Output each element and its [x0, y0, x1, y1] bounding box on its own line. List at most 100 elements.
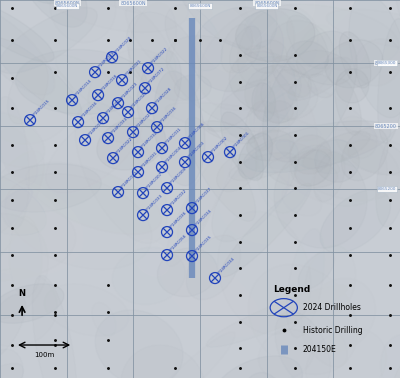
Ellipse shape: [142, 332, 235, 378]
Ellipse shape: [229, 153, 296, 180]
Ellipse shape: [0, 199, 76, 280]
Ellipse shape: [0, 349, 23, 378]
Ellipse shape: [154, 71, 205, 186]
Ellipse shape: [206, 285, 347, 347]
Ellipse shape: [212, 139, 299, 242]
Ellipse shape: [110, 0, 149, 76]
Ellipse shape: [244, 121, 391, 173]
Ellipse shape: [55, 55, 144, 126]
Ellipse shape: [0, 294, 26, 360]
Ellipse shape: [221, 24, 253, 73]
Text: LP24RC017: LP24RC017: [87, 119, 106, 138]
Ellipse shape: [314, 152, 345, 201]
Text: LP24RC022: LP24RC022: [150, 47, 169, 66]
Text: LP24RC019: LP24RC019: [97, 51, 116, 70]
Ellipse shape: [378, 19, 400, 143]
Ellipse shape: [294, 150, 331, 186]
Ellipse shape: [246, 0, 315, 37]
Ellipse shape: [0, 187, 32, 241]
Ellipse shape: [304, 315, 397, 378]
Ellipse shape: [0, 151, 44, 287]
Text: LP24RC003: LP24RC003: [186, 141, 206, 160]
Text: LP24RC056: LP24RC056: [168, 234, 188, 253]
Ellipse shape: [261, 70, 318, 119]
Ellipse shape: [270, 20, 334, 78]
Ellipse shape: [208, 80, 271, 132]
Ellipse shape: [287, 15, 328, 69]
Ellipse shape: [0, 112, 45, 167]
Text: LP24RC018: LP24RC018: [100, 74, 119, 93]
Ellipse shape: [250, 40, 287, 73]
Text: Legend: Legend: [273, 285, 310, 294]
Ellipse shape: [245, 0, 361, 68]
Ellipse shape: [245, 65, 310, 122]
Text: LP24RC028: LP24RC028: [154, 87, 173, 106]
Ellipse shape: [199, 4, 318, 110]
Ellipse shape: [8, 60, 48, 124]
Ellipse shape: [94, 282, 150, 338]
Text: 8065600N: 8065600N: [56, 4, 78, 8]
Ellipse shape: [275, 311, 330, 378]
Text: LP24RC033: LP24RC033: [110, 117, 129, 136]
Ellipse shape: [32, 275, 77, 378]
Ellipse shape: [202, 121, 255, 144]
Text: LP24RC037: LP24RC037: [194, 187, 213, 206]
Text: LP24RC016: LP24RC016: [80, 101, 99, 120]
Ellipse shape: [246, 101, 279, 151]
Ellipse shape: [174, 37, 263, 127]
Text: 8065600N: 8065600N: [256, 4, 278, 8]
Ellipse shape: [160, 253, 260, 337]
Ellipse shape: [335, 79, 361, 135]
Ellipse shape: [174, 75, 211, 101]
Ellipse shape: [325, 40, 383, 88]
Ellipse shape: [182, 365, 257, 378]
Text: LP24RC016: LP24RC016: [158, 106, 178, 125]
Ellipse shape: [133, 240, 170, 276]
Ellipse shape: [298, 251, 334, 289]
Ellipse shape: [308, 74, 334, 98]
Ellipse shape: [380, 335, 400, 378]
Ellipse shape: [336, 69, 369, 103]
Text: LP24RC002: LP24RC002: [210, 136, 229, 155]
Ellipse shape: [95, 310, 183, 378]
Text: LP24RC035: LP24RC035: [194, 235, 213, 254]
Ellipse shape: [92, 0, 212, 20]
Text: LP24RC011: LP24RC011: [105, 97, 124, 116]
Text: 8065600N: 8065600N: [189, 4, 211, 8]
Ellipse shape: [288, 57, 351, 101]
Text: LP24RC034: LP24RC034: [194, 209, 213, 228]
Ellipse shape: [0, 0, 54, 62]
Ellipse shape: [305, 245, 356, 317]
Ellipse shape: [17, 0, 87, 27]
Ellipse shape: [0, 63, 74, 144]
Text: LP24RC022: LP24RC022: [115, 136, 134, 156]
Text: 8065200: 8065200: [378, 187, 396, 191]
Ellipse shape: [0, 38, 82, 116]
Ellipse shape: [35, 0, 188, 33]
Ellipse shape: [263, 31, 357, 162]
Ellipse shape: [237, 10, 294, 86]
Text: 204150E: 204150E: [303, 345, 336, 354]
Ellipse shape: [247, 130, 294, 161]
Ellipse shape: [355, 39, 400, 86]
Ellipse shape: [286, 41, 328, 76]
Ellipse shape: [301, 313, 347, 367]
Ellipse shape: [0, 8, 97, 73]
Ellipse shape: [393, 0, 400, 70]
Text: LP24RC007: LP24RC007: [144, 172, 164, 191]
Ellipse shape: [302, 131, 370, 169]
Ellipse shape: [211, 356, 302, 378]
Text: LP24RC009: LP24RC009: [168, 167, 188, 186]
Text: LP24RC006: LP24RC006: [186, 122, 206, 141]
Ellipse shape: [26, 163, 162, 234]
Ellipse shape: [372, 341, 400, 378]
Text: LP24RC020: LP24RC020: [114, 36, 133, 55]
Ellipse shape: [320, 190, 391, 253]
Ellipse shape: [88, 49, 179, 143]
Ellipse shape: [254, 42, 367, 132]
Ellipse shape: [31, 0, 74, 3]
Text: LP24RC033: LP24RC033: [144, 194, 164, 213]
Ellipse shape: [256, 92, 318, 213]
Ellipse shape: [236, 9, 315, 62]
Ellipse shape: [0, 97, 29, 229]
